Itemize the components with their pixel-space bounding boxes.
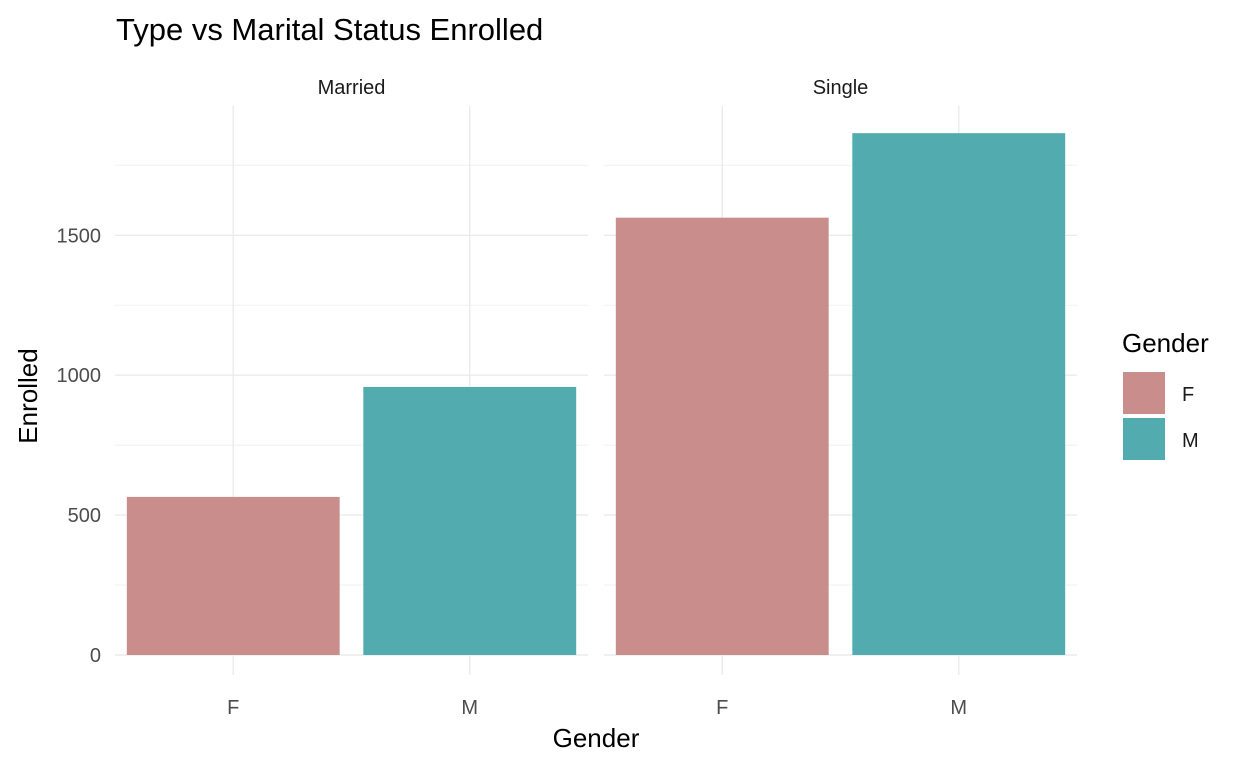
y-axis-tick-labels: 0 500 1000 1500 <box>57 225 102 667</box>
x-tick-label: M <box>461 697 478 719</box>
x-tick-label: F <box>716 697 728 719</box>
y-tick-label: 500 <box>68 505 101 527</box>
legend-key-f <box>1123 372 1165 414</box>
y-tick-label: 1000 <box>57 365 102 387</box>
legend-items: FM <box>1123 372 1199 460</box>
facet-panel-single: F M Single <box>604 77 1077 719</box>
legend-key-m <box>1123 418 1165 460</box>
bar-married-f <box>126 496 340 655</box>
y-tick-label: 0 <box>90 645 101 667</box>
legend-title: Gender <box>1122 328 1209 358</box>
y-axis-title: Enrolled <box>13 348 43 443</box>
x-axis-title: Gender <box>553 723 640 753</box>
facet-panels: F M Married F M Single <box>115 77 1077 719</box>
bar-single-f <box>615 217 829 655</box>
facet-panel-married: F M Married <box>115 77 588 719</box>
legend-label: M <box>1182 430 1199 452</box>
x-tick-label: M <box>950 697 967 719</box>
bar-married-m <box>363 386 577 655</box>
legend-label: F <box>1182 384 1194 406</box>
bar-single-m <box>852 133 1066 656</box>
y-tick-label: 1500 <box>57 225 102 247</box>
legend: Gender FM <box>1122 328 1209 460</box>
facet-strip-label: Single <box>813 77 869 99</box>
x-tick-label: F <box>227 697 239 719</box>
chart-title: Type vs Marital Status Enrolled <box>116 12 543 47</box>
facet-strip-label: Married <box>318 77 386 99</box>
